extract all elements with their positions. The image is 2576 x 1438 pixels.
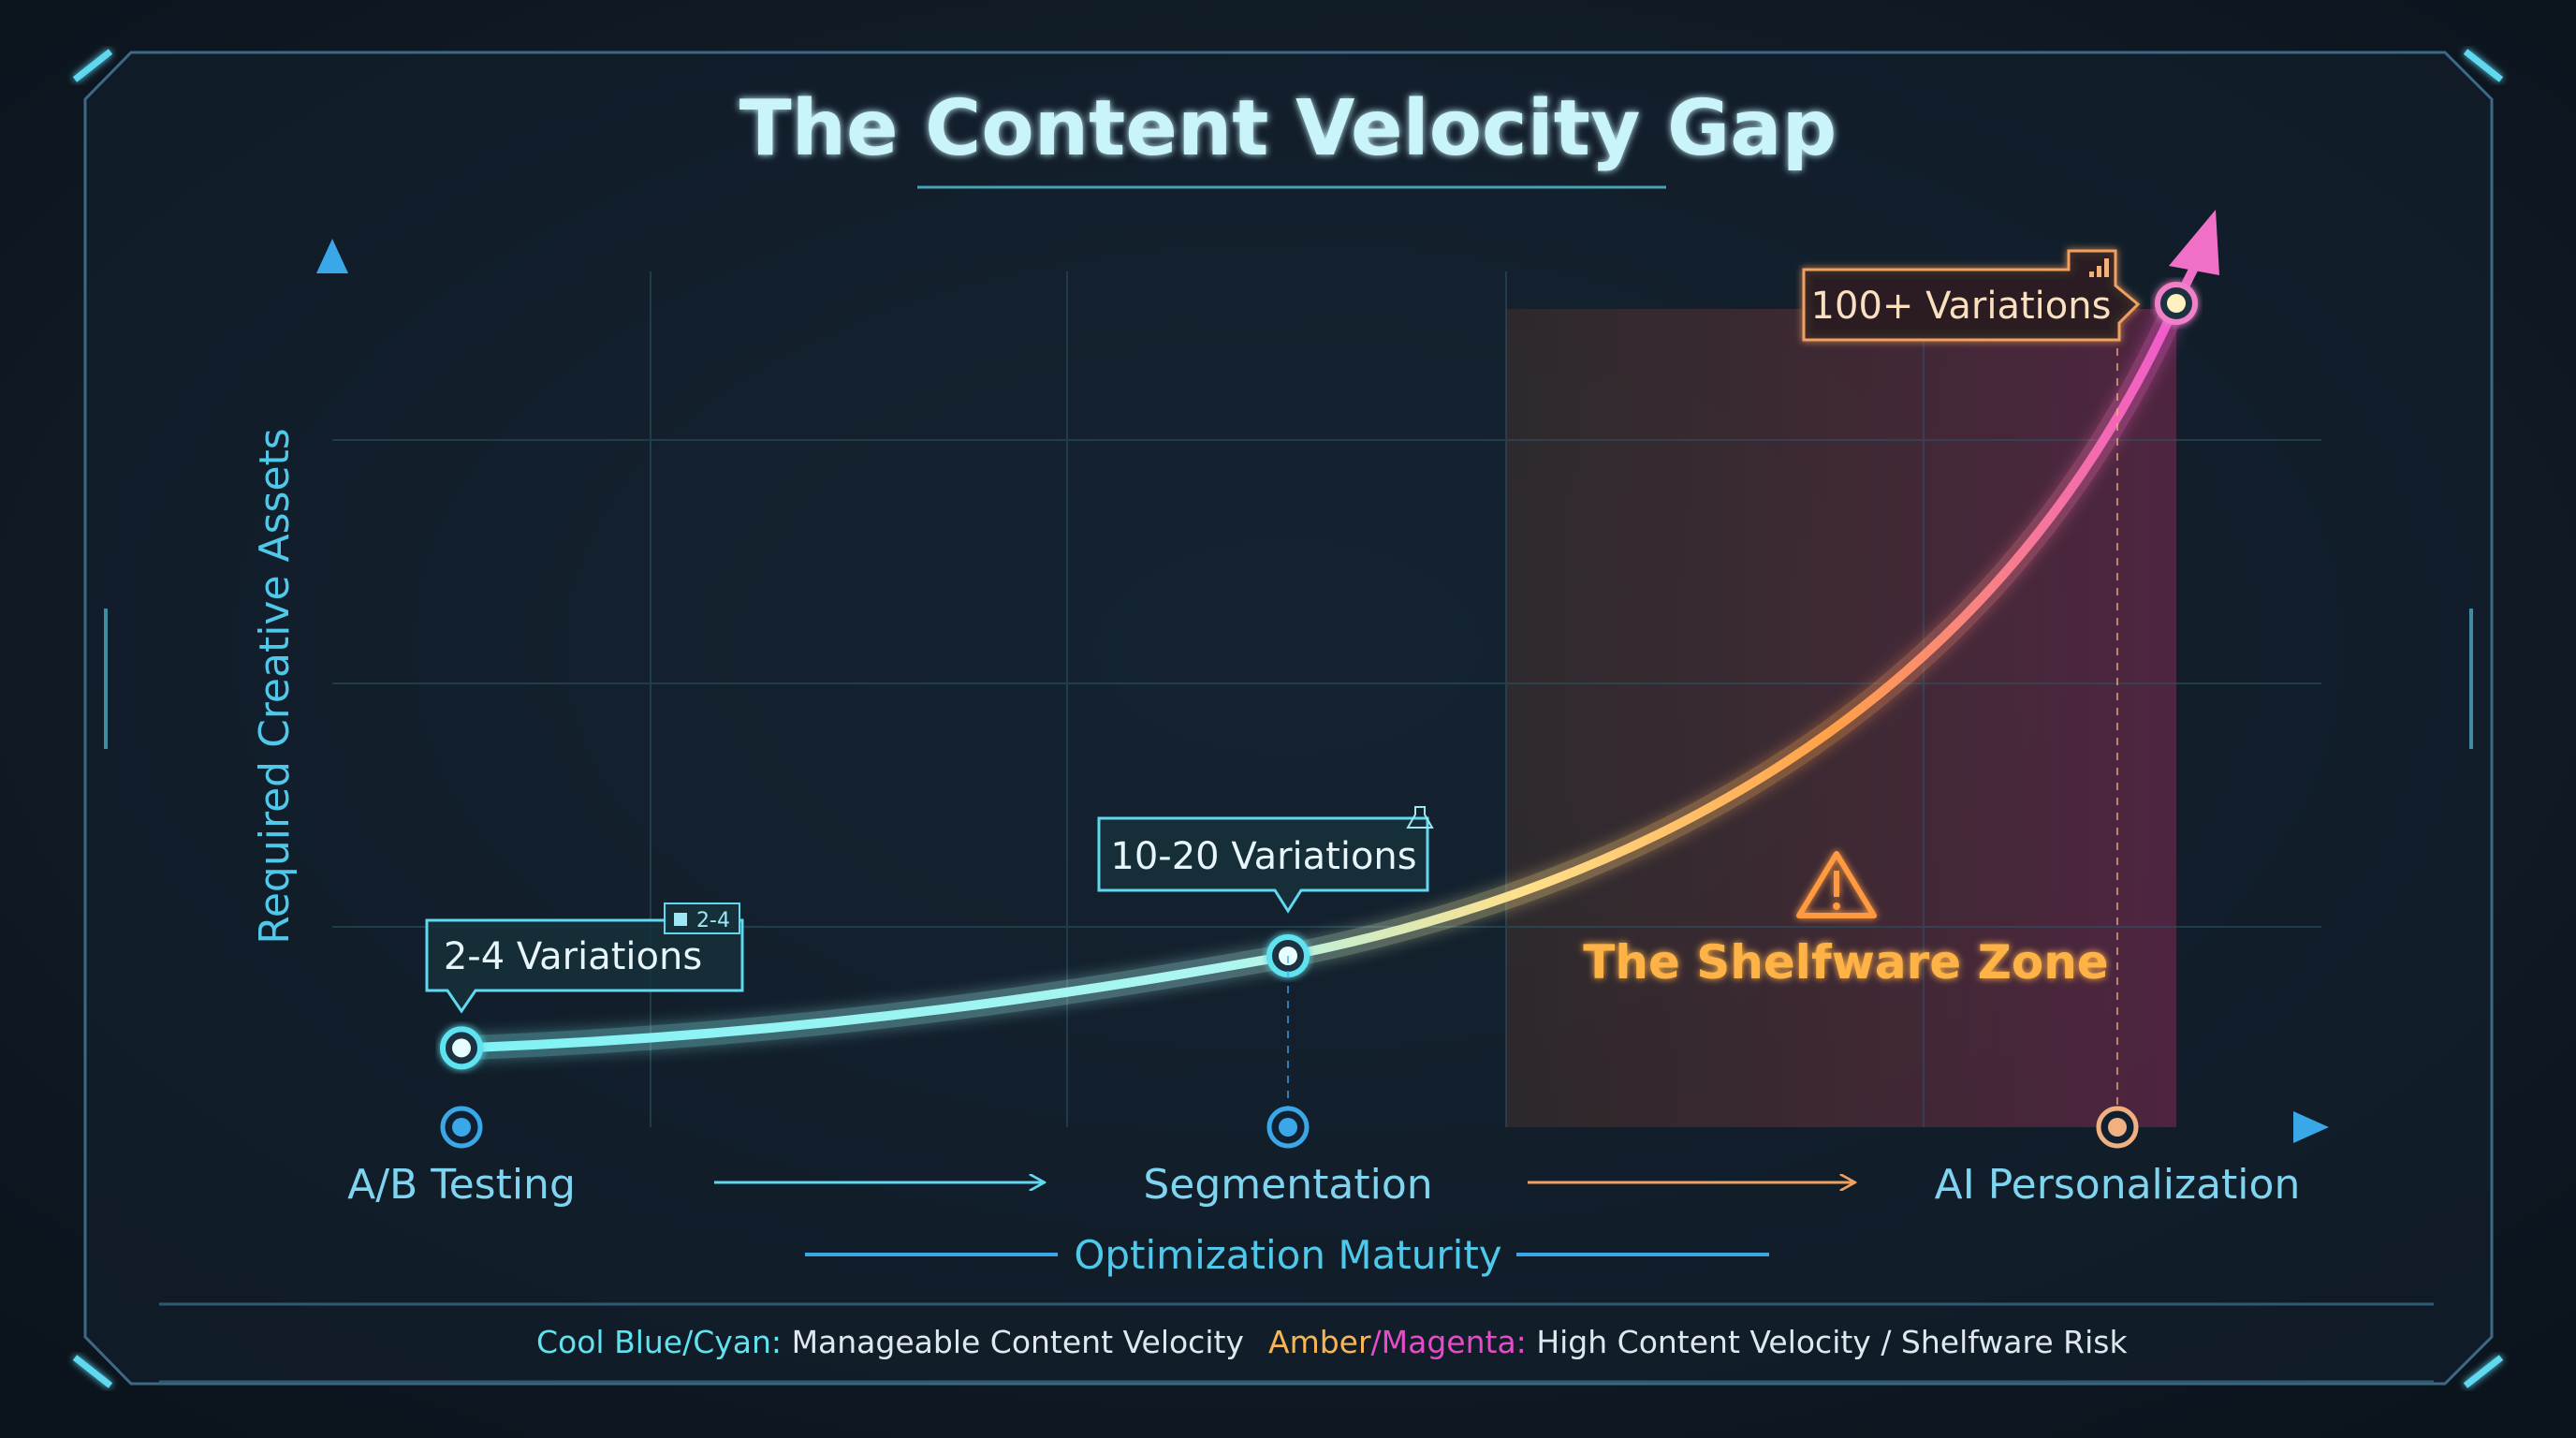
callout-100-plus: 100+ Variations [1802, 249, 2141, 342]
callout-2-4: 2-4 Variations 2-4 [425, 902, 744, 1014]
x-tick-label: Segmentation [1143, 1161, 1432, 1209]
legend-text-cool: Manageable Content Velocity [792, 1324, 1244, 1360]
y-axis-label: Required Creative Assets [251, 428, 299, 944]
x-tick-marker-core [1279, 1118, 1297, 1137]
y-axis-arrowhead [316, 239, 348, 273]
x-tick-label: A/B Testing [347, 1161, 576, 1209]
thumbs-up-icon [674, 913, 687, 926]
x-ticks [440, 303, 2139, 1149]
shelfware-zone-label: The Shelfware Zone [1583, 935, 2108, 990]
callout-10-20: 10-20 Variations [1097, 806, 1434, 914]
legend-key-magenta: /Magenta: [1371, 1324, 1527, 1360]
x-tick-marker-core [2108, 1118, 2127, 1137]
legend-item-cool: Cool Blue/Cyan: Manageable Content Veloc… [536, 1324, 1244, 1360]
legend-key-cool: Cool Blue/Cyan: [536, 1324, 782, 1360]
legend-key-amber: Amber [1268, 1324, 1371, 1360]
velocity-curve [461, 301, 2181, 1053]
point-label-2: 100+ Variations [1811, 285, 2112, 328]
x-tick-marker-core [452, 1118, 471, 1137]
x-axis-arrowhead [2293, 1111, 2329, 1143]
chart-title: The Content Velocity Gap [739, 84, 1837, 173]
legend-text-warm: High Content Velocity / Shelfware Risk [1536, 1324, 2128, 1360]
legend: Cool Blue/Cyan: Manageable Content Veloc… [159, 1302, 2434, 1384]
point-label-0: 2-4 Variations [444, 935, 702, 978]
bar-chart-icon [2089, 258, 2109, 277]
x-tick-labels: A/B Testing Segmentation AI Personalizatio… [347, 1161, 2300, 1209]
badge-label: 2-4 [696, 909, 730, 932]
legend-item-warm: Amber/Magenta: High Content Velocity / S… [1268, 1324, 2128, 1360]
x-axis-label: Optimization Maturity [1074, 1232, 1501, 1278]
curve-arrowhead [2169, 210, 2219, 275]
data-point-core [2167, 294, 2186, 313]
point-label-1: 10-20 Variations [1110, 835, 1416, 878]
flask-icon [1406, 806, 1434, 829]
data-point-core [452, 1038, 471, 1058]
warning-icon [1796, 851, 1877, 918]
axes [316, 239, 2329, 1143]
x-tick-label: AI Personalization [1935, 1161, 2301, 1209]
